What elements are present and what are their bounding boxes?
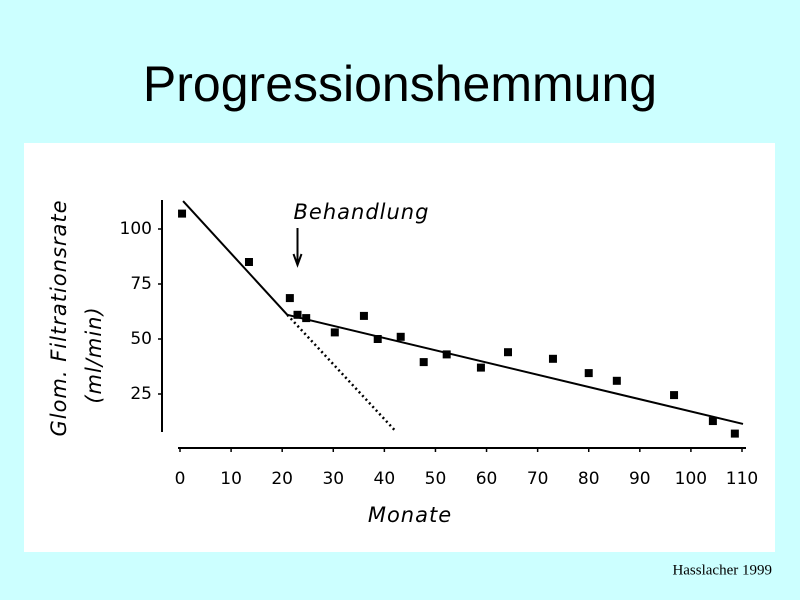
x-tick-label: 20 [271,469,293,489]
y-axis-label: (ml/min) [82,306,106,403]
x-tick-label: 70 [527,469,549,489]
x-tick-label: 60 [476,469,498,489]
data-point [178,209,187,218]
y-tick-label: 25 [130,384,152,404]
y-axis-label: Glom. Filtrationsrate [47,199,71,436]
data-point [359,311,368,320]
data-point [293,310,302,319]
y-tick-label: 50 [130,329,152,349]
data-point [373,335,382,343]
data-point [442,350,451,359]
x-tick-label: 100 [675,469,707,489]
slide-title: Progressionshemmung [143,56,657,112]
data-point [330,328,339,337]
annotation-arrow [292,228,303,268]
x-tick-label: 80 [578,469,600,489]
data-point [708,417,717,426]
source: Hasslacher 1999 [672,562,772,578]
y-tick-label: 100 [120,219,152,239]
data-point [584,369,593,378]
x-tick-label: 30 [322,469,344,489]
x-tick-label: 0 [175,469,186,489]
annotation: Behandlung [294,200,430,224]
data-point [612,376,621,385]
x-tick-label: 90 [629,469,651,489]
data-point [548,354,557,363]
x-tick-label: 50 [425,469,447,489]
chart-panel [24,143,775,552]
data-point [504,348,513,357]
data-point [302,314,311,323]
data-point [285,294,294,303]
data-point [396,332,405,341]
data-point [670,391,679,400]
x-tick-label: 110 [726,469,758,489]
data-point [244,258,253,266]
x-tick-label: 40 [374,469,396,489]
x-tick-label: 10 [220,469,242,489]
trend-line [182,200,289,316]
y-tick-label: 75 [130,274,152,294]
trend-line [287,313,744,425]
x-axis-label: Monate [368,503,452,527]
data-point [730,429,739,438]
data-point [419,358,428,367]
data-point [476,363,485,372]
trend-line [286,313,396,431]
